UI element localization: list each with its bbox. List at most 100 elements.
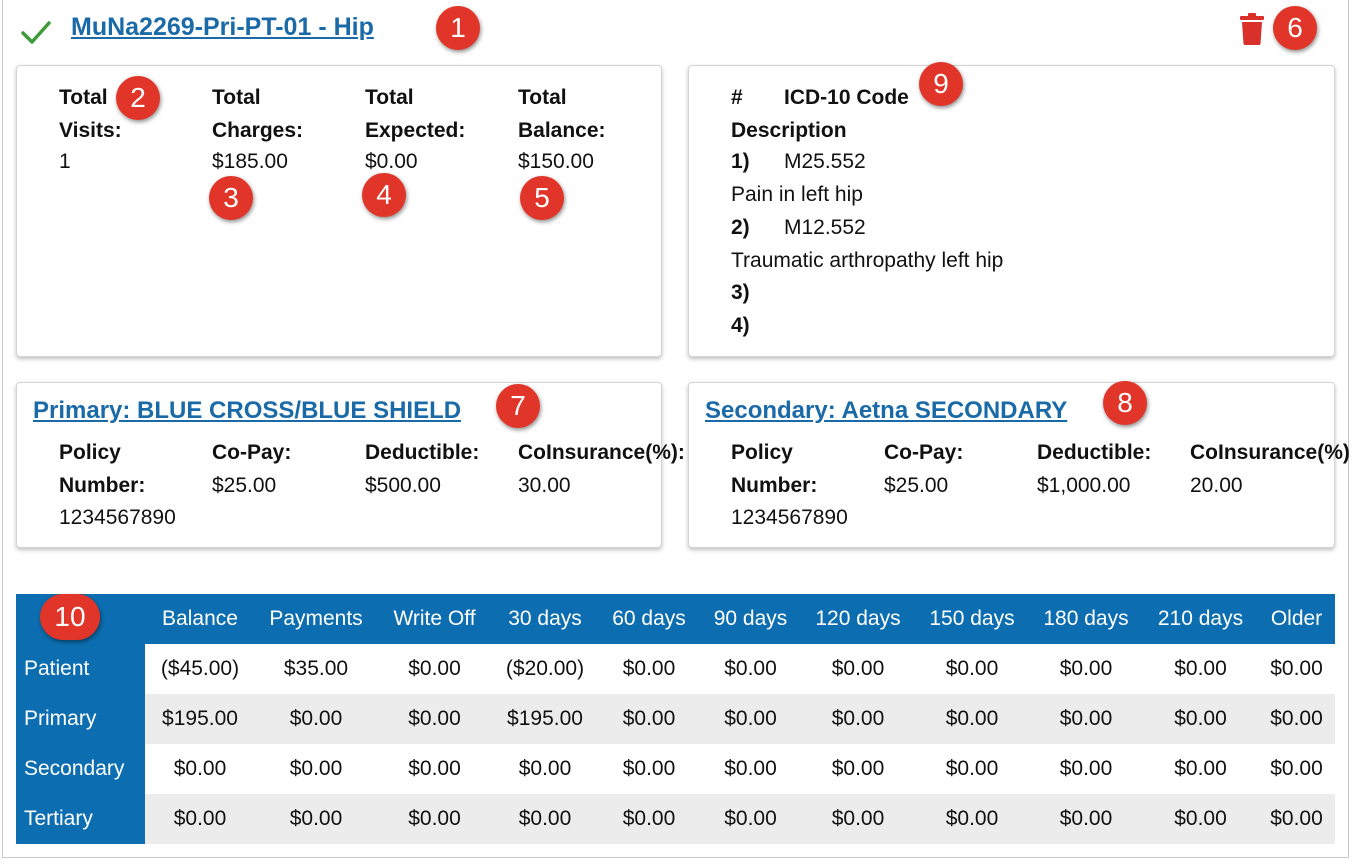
table-cell: $0.00	[1174, 757, 1227, 780]
column-header: 150 days	[915, 594, 1029, 644]
callout-badge: 4	[362, 173, 406, 217]
coinsurance-label: CoInsurance(%):	[518, 441, 685, 464]
diagnosis-number: 3)	[731, 281, 750, 304]
table-row: Patient ($45.00) $35.00 $0.00 ($20.00) $…	[16, 644, 1335, 694]
total-balance-label-2: Balance:	[518, 119, 606, 142]
callout-badge: 8	[1103, 381, 1147, 425]
aging-header-row: Balance Payments Write Off 30 days 60 da…	[16, 594, 1335, 644]
column-header: Balance	[145, 594, 255, 644]
table-cell: $0.00	[945, 657, 999, 680]
case-title-link[interactable]: MuNa2269-Pri-PT-01 - Hip	[71, 13, 374, 41]
secondary-insurance-link[interactable]: Secondary: Aetna SECONDARY	[705, 397, 1068, 424]
table-cell: $0.00	[1029, 794, 1143, 844]
copay-label: Co-Pay:	[212, 441, 292, 464]
callout-badge: 3	[209, 176, 253, 220]
copay-value: $25.00	[212, 474, 277, 497]
table-row: Primary $195.00 $0.00 $0.00 $195.00 $0.0…	[16, 694, 1335, 744]
table-cell: $195.00	[145, 694, 255, 744]
table-cell: $0.00	[173, 757, 227, 780]
column-header: 180 days	[1029, 594, 1143, 644]
description-header: Description	[731, 119, 847, 142]
primary-insurance-link[interactable]: Primary: BLUE CROSS/BLUE SHIELD	[33, 397, 462, 424]
table-cell: $0.00	[377, 794, 492, 844]
table-cell: $0.00	[145, 794, 255, 844]
table-cell: $35.00	[283, 657, 349, 680]
table-cell: $0.00	[492, 794, 598, 844]
table-cell: $0.00	[1174, 657, 1227, 680]
table-cell: $0.00	[1029, 694, 1143, 744]
callout-badge: 5	[520, 176, 564, 220]
deductible-label: Deductible:	[1037, 441, 1152, 464]
table-cell: $0.00	[289, 757, 343, 780]
diagnosis-code: M12.552	[784, 216, 866, 239]
diagnosis-number: 4)	[731, 314, 750, 337]
table-cell: $0.00	[408, 757, 461, 780]
callout-badge: 6	[1273, 6, 1317, 50]
table-cell: $0.00	[255, 694, 377, 744]
total-visits-value: 1	[59, 150, 71, 173]
check-icon	[21, 21, 51, 44]
table-cell: $0.00	[598, 694, 700, 744]
callout-badge: 7	[496, 384, 540, 428]
total-charges-label-2: Charges:	[212, 119, 304, 142]
column-header: Payments	[255, 594, 377, 644]
table-cell: $0.00	[408, 657, 461, 680]
table-cell: $0.00	[915, 694, 1029, 744]
column-header: 30 days	[492, 594, 598, 644]
row-label: Patient	[16, 644, 145, 694]
column-header: Older	[1258, 594, 1335, 644]
copay-label: Co-Pay:	[884, 441, 964, 464]
callout-badge: 2	[116, 76, 160, 120]
column-header: 120 days	[801, 594, 915, 644]
callout-badge: 9	[919, 62, 963, 106]
trash-icon[interactable]	[1239, 12, 1265, 46]
table-cell: $195.00	[492, 694, 598, 744]
coinsurance-value: 30.00	[518, 474, 571, 497]
column-header: 90 days	[700, 594, 801, 644]
row-label: Secondary	[16, 744, 145, 794]
policy-number-label-2: Number:	[59, 474, 146, 497]
table-cell: $0.00	[831, 757, 885, 780]
column-header: Write Off	[377, 594, 492, 644]
table-cell: $0.00	[518, 757, 572, 780]
total-visits-label-2: Visits:	[59, 119, 122, 142]
total-balance-value: $150.00	[518, 150, 594, 173]
row-label: Primary	[16, 694, 145, 744]
deductible-value: $500.00	[365, 474, 441, 497]
table-cell: $0.00	[1143, 794, 1258, 844]
deductible-label: Deductible:	[365, 441, 480, 464]
total-balance-label: Total	[518, 86, 567, 109]
diagnosis-code: M25.552	[784, 150, 866, 173]
table-cell: $0.00	[1258, 794, 1335, 844]
total-charges-value: $185.00	[212, 150, 288, 173]
diagnosis-number-header: #	[731, 86, 743, 109]
table-cell: $0.00	[377, 694, 492, 744]
table-cell: $0.00	[1270, 657, 1323, 680]
table-cell: $0.00	[915, 794, 1029, 844]
table-cell: ($45.00)	[160, 657, 240, 680]
total-visits-label: Total	[59, 86, 108, 109]
table-cell: $0.00	[598, 794, 700, 844]
callout-badge: 10	[40, 594, 100, 640]
table-cell: $0.00	[1059, 657, 1113, 680]
total-expected-label: Total	[365, 86, 414, 109]
aging-table: Balance Payments Write Off 30 days 60 da…	[16, 594, 1335, 844]
table-cell: $0.00	[1143, 694, 1258, 744]
policy-number-value: 1234567890	[731, 506, 848, 529]
table-cell: $0.00	[1258, 694, 1335, 744]
table-cell: $0.00	[700, 794, 801, 844]
table-cell: $0.00	[801, 794, 915, 844]
coinsurance-label: CoInsurance(%)	[1190, 441, 1350, 464]
column-header: 210 days	[1143, 594, 1258, 644]
diagnosis-card: # ICD-10 Code Description 1) M25.552 Pai…	[688, 65, 1335, 357]
table-row: Secondary $0.00 $0.00 $0.00 $0.00 $0.00 …	[16, 744, 1335, 794]
callout-badge: 1	[436, 6, 480, 50]
table-cell: $0.00	[724, 657, 777, 680]
table-row: Tertiary $0.00 $0.00 $0.00 $0.00 $0.00 $…	[16, 794, 1335, 844]
diagnosis-number: 2)	[731, 216, 750, 239]
table-cell: ($20.00)	[505, 657, 585, 680]
total-expected-label-2: Expected:	[365, 119, 466, 142]
row-label: Tertiary	[16, 794, 145, 844]
table-cell: $0.00	[1270, 757, 1323, 780]
table-cell: $0.00	[1059, 757, 1113, 780]
